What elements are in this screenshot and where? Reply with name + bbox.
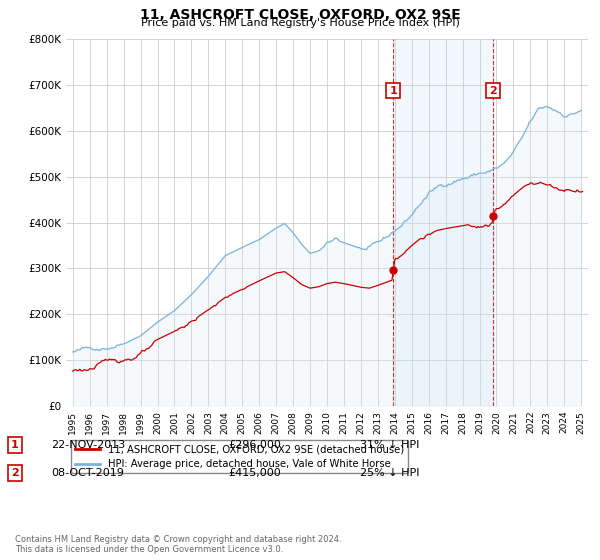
Text: 31% ↓ HPI: 31% ↓ HPI [360, 440, 419, 450]
Text: 1: 1 [11, 440, 19, 450]
Text: Price paid vs. HM Land Registry's House Price Index (HPI): Price paid vs. HM Land Registry's House … [140, 18, 460, 28]
Text: £296,000: £296,000 [228, 440, 281, 450]
Bar [393, 39, 493, 406]
Text: 11, ASHCROFT CLOSE, OXFORD, OX2 9SE: 11, ASHCROFT CLOSE, OXFORD, OX2 9SE [140, 8, 460, 22]
Text: 1: 1 [389, 86, 397, 96]
Legend: 11, ASHCROFT CLOSE, OXFORD, OX2 9SE (detached house), HPI: Average price, detach: 11, ASHCROFT CLOSE, OXFORD, OX2 9SE (det… [71, 440, 408, 473]
Text: Contains HM Land Registry data © Crown copyright and database right 2024.
This d: Contains HM Land Registry data © Crown c… [15, 535, 341, 554]
Text: 22-NOV-2013: 22-NOV-2013 [51, 440, 125, 450]
Text: 25% ↓ HPI: 25% ↓ HPI [360, 468, 419, 478]
Text: 08-OCT-2019: 08-OCT-2019 [51, 468, 124, 478]
Text: 2: 2 [11, 468, 19, 478]
Text: 2: 2 [489, 86, 497, 96]
Text: £415,000: £415,000 [228, 468, 281, 478]
